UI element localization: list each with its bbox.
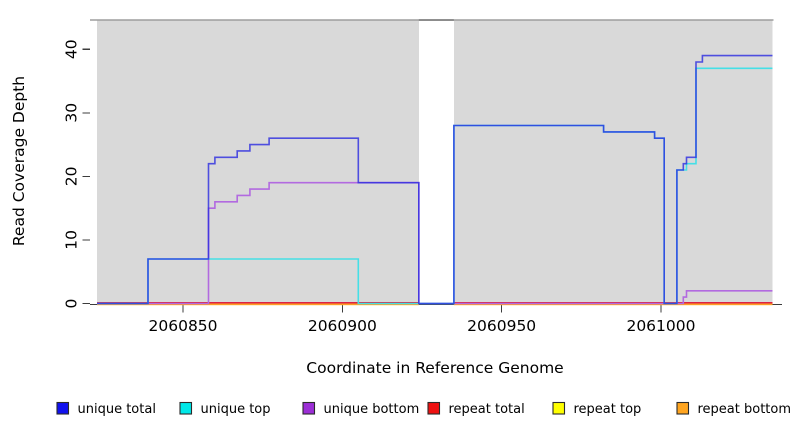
y-axis-label: Read Coverage Depth xyxy=(10,76,28,246)
y-tick-label-30: 30 xyxy=(63,103,81,123)
legend-swatch-unique-top xyxy=(179,401,193,415)
x-tick-label-2060850: 2060850 xyxy=(149,317,218,335)
legend-label-repeat-total: repeat total xyxy=(449,402,525,417)
x-tick-label-2060950: 2060950 xyxy=(467,317,536,335)
legend-label-unique-total: unique total xyxy=(78,402,156,417)
series-line-unique-bottom xyxy=(97,181,773,305)
legend-swatch-unique-total xyxy=(56,401,70,415)
x-axis-label: Coordinate in Reference Genome xyxy=(306,359,563,377)
legend-label-repeat-top: repeat top xyxy=(574,402,642,417)
legend-swatch-unique-bottom xyxy=(302,401,316,415)
y-tick-label-40: 40 xyxy=(63,39,81,59)
legend-swatch-repeat-bottom xyxy=(676,401,690,415)
y-tick-label-10: 10 xyxy=(63,230,81,250)
legend-swatch-repeat-total xyxy=(427,401,441,415)
coverage-gap-band xyxy=(418,20,454,305)
legend-label-repeat-bottom: repeat bottom xyxy=(698,402,792,417)
series-line-unique-total xyxy=(97,54,773,305)
y-tick-label-0: 0 xyxy=(63,299,81,309)
legend-swatch-repeat-top xyxy=(552,401,566,415)
legend-label-unique-bottom: unique bottom xyxy=(324,402,420,417)
legend-label-unique-top: unique top xyxy=(201,402,271,417)
y-tick-label-20: 20 xyxy=(63,167,81,187)
x-tick-label-2060900: 2060900 xyxy=(308,317,377,335)
x-tick-label-2061000: 2061000 xyxy=(626,317,695,335)
